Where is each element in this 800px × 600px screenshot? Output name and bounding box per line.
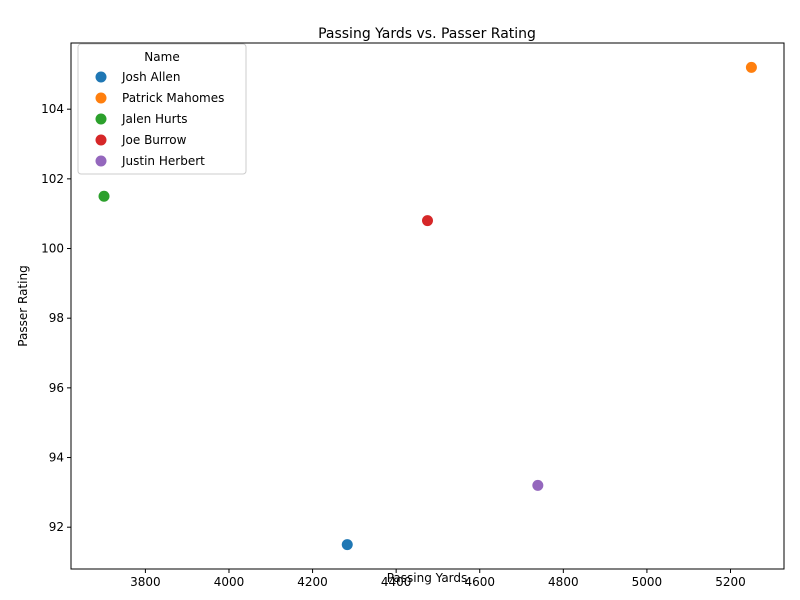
legend-marker [95, 155, 107, 167]
data-point [98, 190, 110, 202]
legend-title: Name [144, 50, 179, 64]
y-tick-label: 92 [49, 520, 64, 534]
y-tick-label: 102 [41, 172, 64, 186]
legend-entry: Joe Burrow [121, 133, 187, 147]
legend-box [77, 43, 247, 175]
legend-marker [95, 113, 107, 125]
legend-marker [95, 71, 107, 83]
x-tick-label: 4000 [214, 575, 245, 589]
y-tick-label: 96 [49, 381, 64, 395]
legend-entry: Josh Allen [121, 70, 180, 84]
legend-marker [95, 92, 107, 104]
data-point [341, 539, 353, 551]
x-tick-label: 3800 [130, 575, 161, 589]
x-axis-label: Passing Yards [387, 571, 468, 585]
x-tick-label: 5000 [632, 575, 663, 589]
x-tick-label: 4600 [464, 575, 495, 589]
y-tick-label: 98 [49, 311, 64, 325]
data-point [745, 61, 757, 73]
y-axis-label: Passer Rating [16, 265, 30, 346]
legend-entry: Justin Herbert [121, 154, 205, 168]
data-point [422, 215, 433, 227]
y-tick-label: 94 [49, 451, 64, 465]
chart-title: Passing Yards vs. Passer Rating [318, 26, 536, 42]
x-tick-label: 5200 [715, 575, 746, 589]
plot-area: 3800 4000 4200 4400 4600 4800 5000 5200 92 94 96 98… [41, 61, 757, 589]
x-tick-label: 4800 [548, 575, 579, 589]
x-tick-label: 4400 [381, 575, 412, 589]
x-tick-label: 4200 [297, 575, 328, 589]
y-tick-label: 100 [41, 242, 64, 256]
plot-frame [70, 42, 785, 570]
legend: Name Josh Allen Patrick Mahomes Jalen Hurt… [77, 43, 247, 175]
y-tick-label: 104 [41, 102, 64, 116]
legend-entry: Jalen Hurts [121, 112, 188, 126]
data-point [532, 479, 544, 491]
legend-marker [95, 134, 107, 146]
legend-entry: Patrick Mahomes [122, 91, 224, 105]
